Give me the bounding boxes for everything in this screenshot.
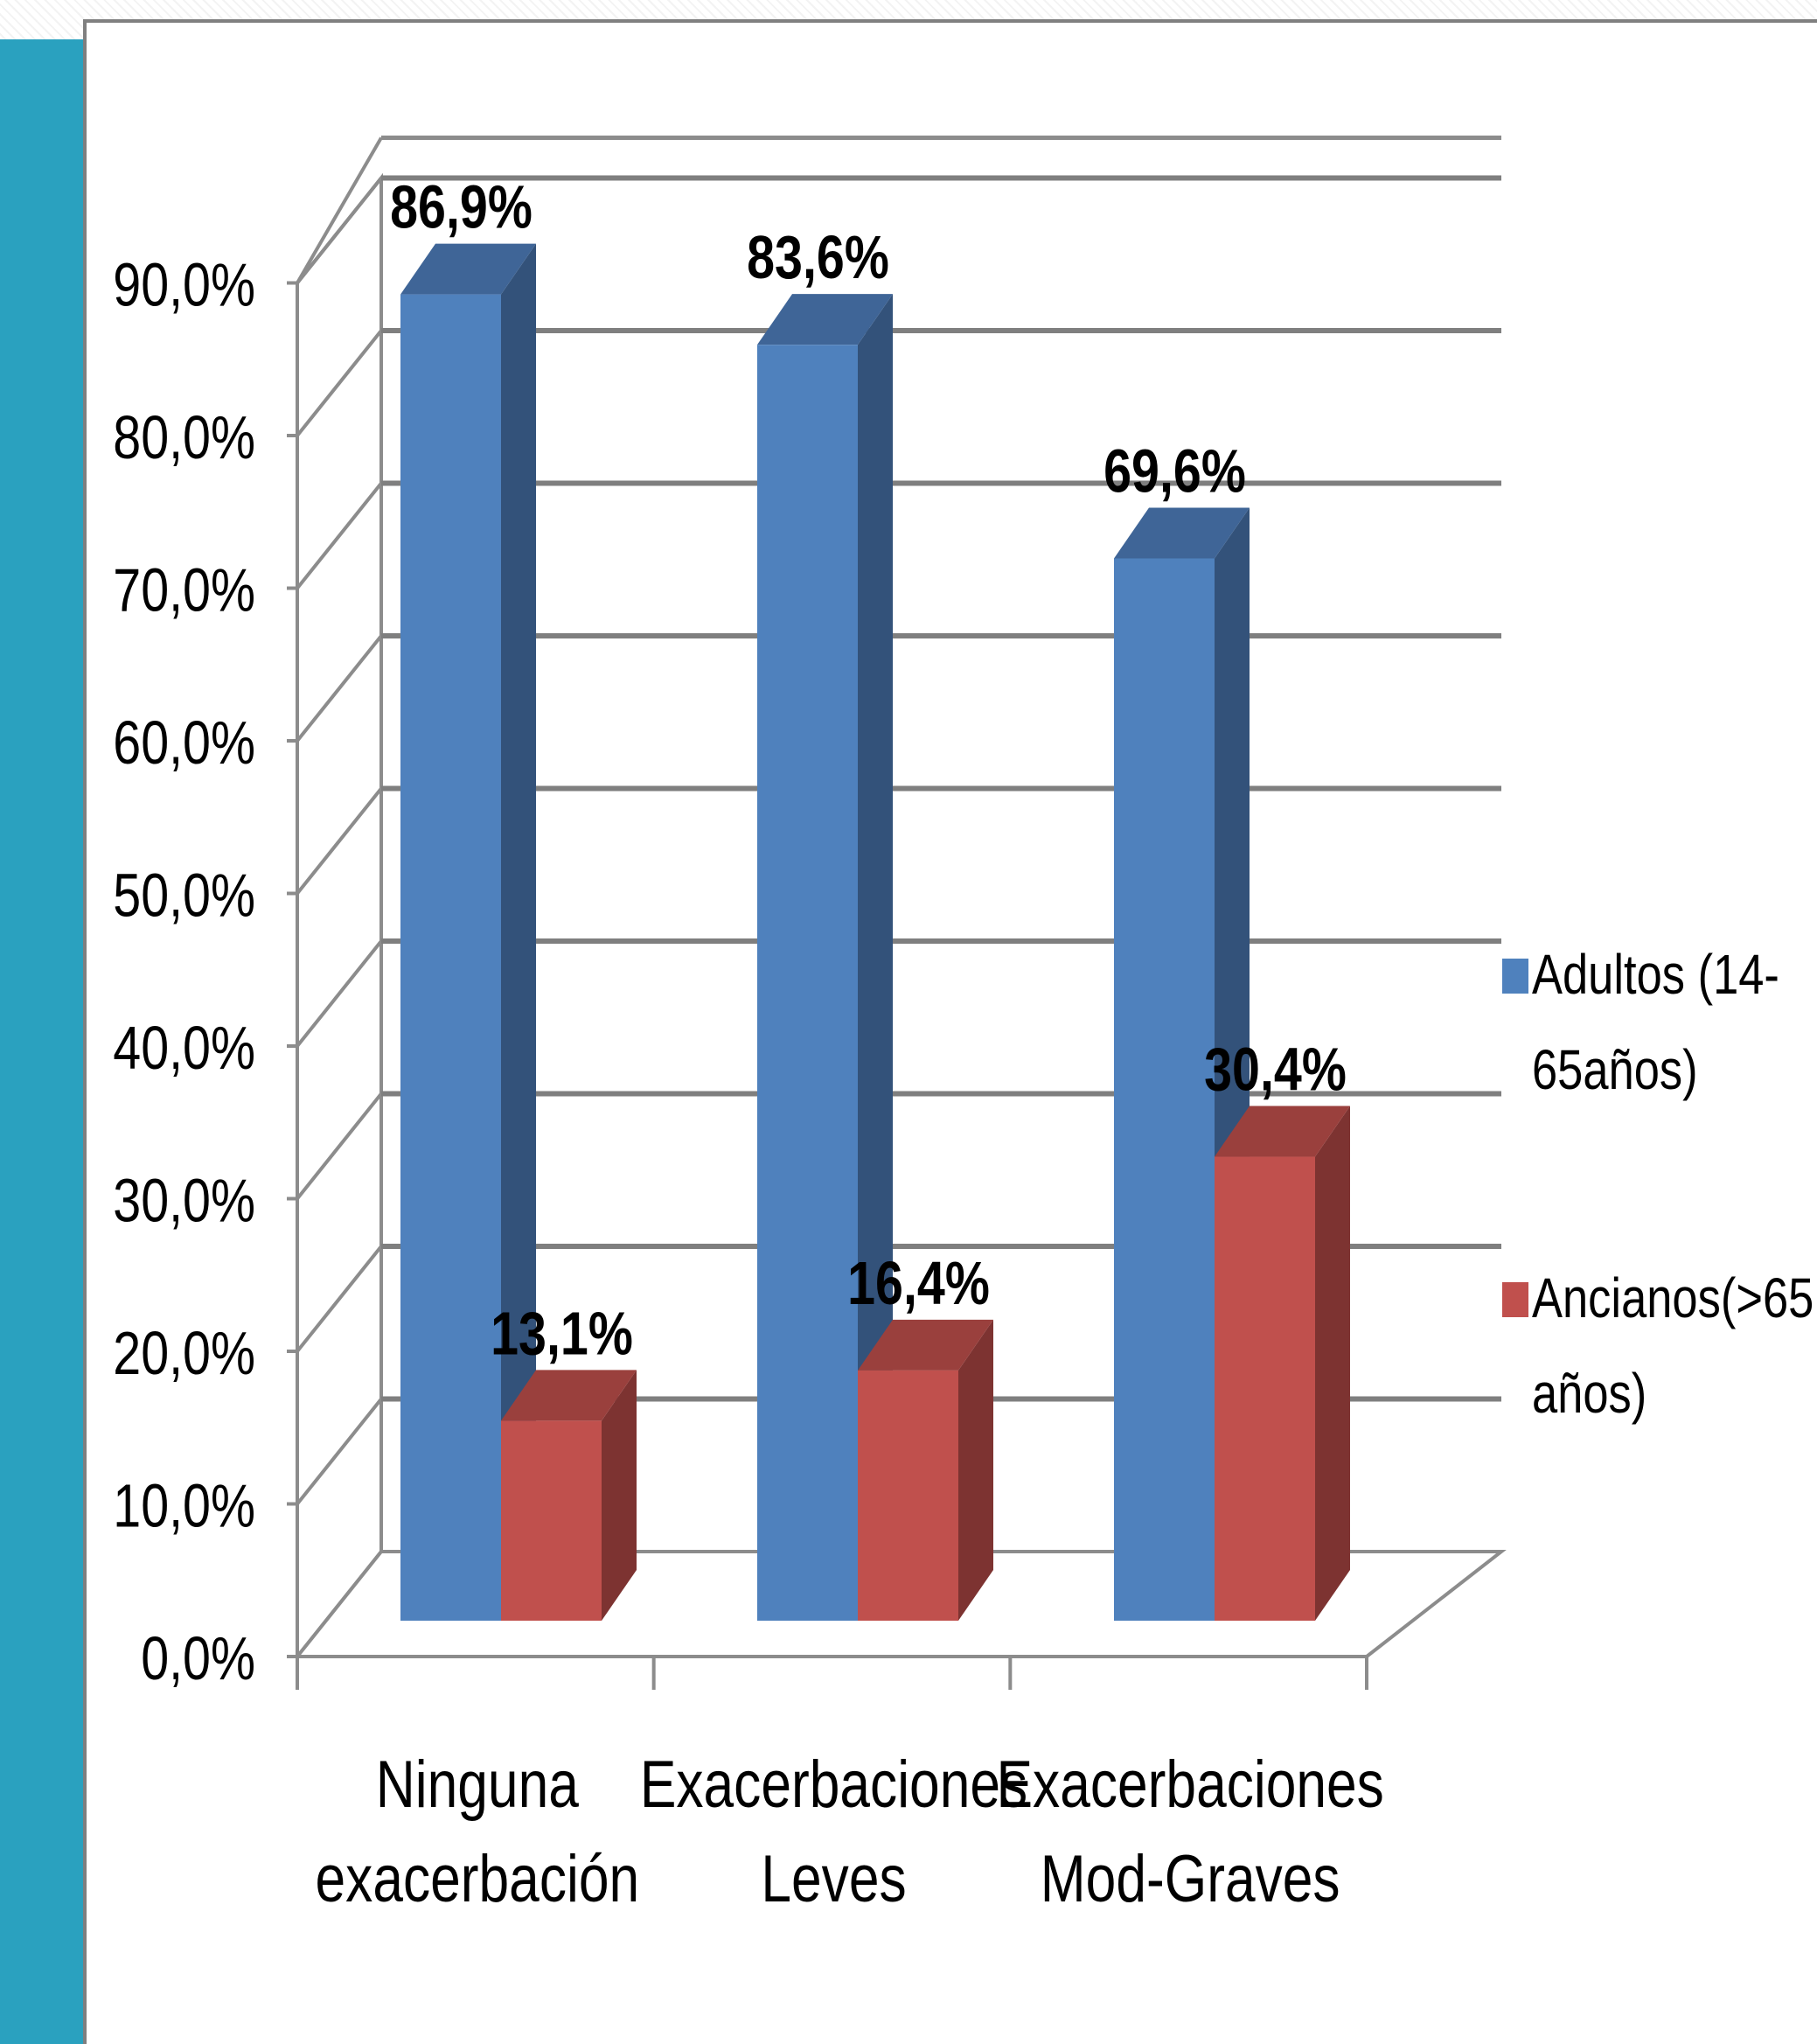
data-label: 69,6% (1103, 436, 1246, 506)
bar (757, 345, 858, 1622)
y-tick-label: 30,0% (113, 1166, 255, 1235)
bar-side (1315, 1106, 1350, 1621)
legend-swatch (1502, 1282, 1528, 1317)
y-tick-label: 50,0% (113, 861, 255, 930)
side-wall (296, 172, 383, 1662)
y-tick-label: 60,0% (113, 708, 255, 778)
bar-top (1215, 1106, 1350, 1157)
bar (501, 1420, 602, 1621)
legend-label: Ancianos(>65 (1532, 1267, 1814, 1329)
top-side-edge (296, 136, 383, 284)
legend-label: años) (1532, 1363, 1646, 1425)
bar (858, 1370, 958, 1621)
legend-swatch (1502, 959, 1528, 994)
data-label: 30,4% (1204, 1035, 1347, 1104)
y-tick-label: 10,0% (113, 1471, 255, 1540)
y-tick-label: 80,0% (113, 403, 255, 472)
side-gridline (296, 634, 383, 743)
side-gridline (296, 787, 383, 895)
bar (1114, 558, 1215, 1621)
x-tick-label: Exacerbaciones (996, 1747, 1383, 1821)
bar-side (602, 1370, 637, 1621)
y-tick-label: 40,0% (113, 1014, 255, 1083)
bar-top (400, 243, 536, 295)
side-accent-band (0, 39, 83, 2044)
y-tick-label: 0,0% (141, 1624, 255, 1693)
legend-label: 65años) (1532, 1039, 1698, 1101)
data-label: 83,6% (747, 223, 889, 292)
bar-top (501, 1370, 637, 1421)
y-tick-label: 90,0% (113, 250, 255, 319)
legend-label: Adultos (14- (1532, 944, 1779, 1006)
side-gridline (296, 1245, 383, 1353)
x-tick-label: exacerbación (316, 1841, 640, 1915)
side-gridline (296, 329, 383, 437)
bar-top (858, 1319, 993, 1371)
bar-top (1114, 507, 1250, 559)
bar-side (958, 1319, 993, 1621)
side-gridline (296, 1092, 383, 1200)
x-tick-label: Mod-Graves (1041, 1841, 1340, 1915)
x-tick-label: Exacerbaciones (640, 1747, 1027, 1821)
data-label: 13,1% (491, 1299, 633, 1368)
side-gridline (296, 177, 383, 284)
bar (400, 294, 501, 1622)
y-tick-label: 20,0% (113, 1319, 255, 1388)
data-label: 86,9% (390, 172, 533, 241)
x-tick-label: Leves (761, 1841, 906, 1915)
bar-top (757, 294, 893, 345)
y-tick-label: 70,0% (113, 555, 255, 624)
bar (1215, 1156, 1315, 1621)
side-gridline (296, 1398, 383, 1505)
bar-side (858, 294, 893, 1622)
data-label: 16,4% (847, 1248, 990, 1317)
bar-side (501, 243, 536, 1622)
side-gridline (296, 482, 383, 589)
side-gridline (296, 939, 383, 1048)
x-tick-label: Ninguna (376, 1747, 579, 1821)
